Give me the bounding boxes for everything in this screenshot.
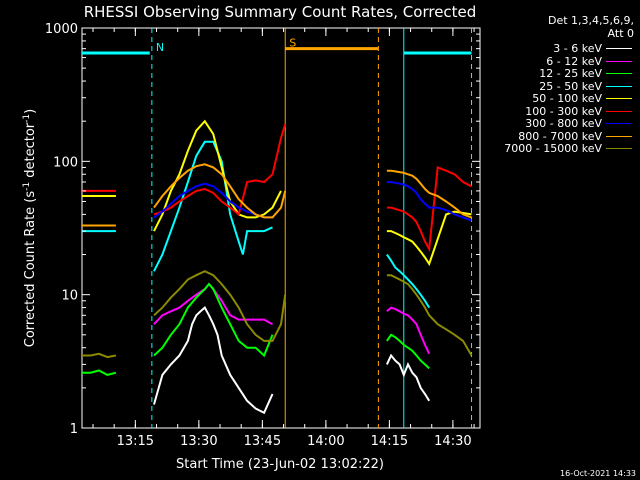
annotation-label-0: N bbox=[156, 41, 164, 54]
y-tick-label-2: 100 bbox=[53, 155, 78, 170]
detectors-label: Det 1,3,4,5,6,9, bbox=[547, 14, 634, 27]
x-tick-label-4: 14:15 bbox=[371, 434, 408, 449]
y-axis-label-end: ) bbox=[23, 109, 38, 114]
series-8-segment-1 bbox=[153, 270, 287, 342]
legend-swatch-0 bbox=[606, 48, 632, 49]
y-tick-label-3: 1000 bbox=[45, 22, 78, 37]
legend-entry-1: 6 - 12 keV bbox=[480, 54, 636, 68]
legend-entry-0: 3 - 6 keV bbox=[480, 42, 636, 55]
y-axis-label: Corrected Count Rate (s-1 detector-1) bbox=[22, 109, 38, 347]
legend-entry-2: 12 - 25 keV bbox=[480, 67, 636, 80]
legend-label-3: 25 - 50 keV bbox=[539, 79, 602, 93]
legend-swatch-3 bbox=[606, 85, 632, 87]
series-1-segment-1 bbox=[386, 306, 431, 355]
series-5-segment-1 bbox=[153, 123, 287, 217]
series-2-segment-1 bbox=[153, 282, 274, 358]
legend-entry-8: 7000 - 15000 keV bbox=[480, 142, 636, 155]
y-axis: 1 10 100 1000 bbox=[45, 22, 480, 437]
series-0-segment-0 bbox=[153, 306, 274, 415]
x-tick-label-0: 13:15 bbox=[117, 434, 154, 449]
attenuator-label: Att 0 bbox=[607, 27, 634, 40]
legend-label-4: 50 - 100 keV bbox=[532, 92, 602, 105]
series-3-segment-2 bbox=[386, 253, 431, 309]
series-lines bbox=[82, 119, 473, 415]
x-tick-label-5: 14:30 bbox=[434, 434, 471, 449]
series-6-segment-0 bbox=[153, 182, 273, 219]
legend-swatch-1 bbox=[606, 60, 632, 62]
series-0-segment-1 bbox=[385, 353, 431, 402]
legend-entry-3: 25 - 50 keV bbox=[480, 79, 636, 93]
legend-entry-4: 50 - 100 keV bbox=[480, 92, 636, 105]
legend-label-7: 800 - 7000 keV bbox=[518, 129, 602, 143]
legend-swatch-2 bbox=[606, 73, 632, 74]
timestamp: 16-Oct-2021 14:33 bbox=[560, 469, 636, 478]
y-tick-label-1: 10 bbox=[61, 289, 78, 304]
y-axis-label-exp2: -1 bbox=[22, 114, 32, 123]
legend-label-1: 6 - 12 keV bbox=[546, 54, 602, 68]
legend-swatch-4 bbox=[606, 98, 632, 99]
series-2-segment-0 bbox=[82, 369, 117, 376]
legend-entry-5: 100 - 300 keV bbox=[480, 104, 636, 118]
series-7-segment-2 bbox=[386, 169, 472, 219]
x-tick-label-3: 14:00 bbox=[307, 434, 344, 449]
series-6-segment-1 bbox=[386, 181, 472, 222]
legend-label-5: 100 - 300 keV bbox=[525, 104, 602, 118]
legend-label-6: 300 - 800 keV bbox=[525, 117, 602, 130]
y-axis-label-main: Corrected Count Rate (s bbox=[23, 191, 38, 348]
legend-entry-6: 300 - 800 keV bbox=[480, 117, 636, 130]
series-8-segment-2 bbox=[386, 274, 473, 356]
series-4-segment-2 bbox=[386, 210, 472, 267]
legend-label-8: 7000 - 15000 keV bbox=[504, 142, 602, 155]
y-axis-label-exp1: -1 bbox=[22, 182, 32, 191]
legend: 3 - 6 keV 6 - 12 keV 12 - 25 keV 25 - 50 ke… bbox=[480, 12, 640, 192]
legend-swatch-7 bbox=[606, 135, 632, 137]
x-tick-label-2: 13:45 bbox=[244, 434, 281, 449]
legend-entry-7: 800 - 7000 keV bbox=[480, 129, 636, 143]
chart-title: RHESSI Observing Summary Count Rates, Co… bbox=[84, 3, 477, 21]
plot-frame bbox=[81, 27, 481, 429]
legend-swatch-8 bbox=[606, 148, 632, 149]
legend-label-2: 12 - 25 keV bbox=[539, 67, 602, 80]
y-axis-label-mid: detector bbox=[23, 122, 38, 182]
x-axis: 13:15 13:30 13:45 14:00 14:15 14:30 bbox=[92, 28, 475, 449]
x-axis-label: Start Time (23-Jun-02 13:02:22) bbox=[176, 457, 384, 472]
series-7-segment-1 bbox=[153, 163, 287, 219]
series-2-segment-2 bbox=[386, 333, 430, 370]
annotation-label-1: S bbox=[289, 37, 296, 50]
x-tick-label-1: 13:30 bbox=[180, 434, 217, 449]
y-tick-label-0: 1 bbox=[70, 422, 78, 437]
legend-swatch-5 bbox=[606, 110, 632, 112]
series-5-segment-2 bbox=[386, 165, 472, 253]
legend-swatch-6 bbox=[606, 123, 632, 124]
series-8-segment-0 bbox=[82, 352, 117, 359]
series-4-segment-1 bbox=[153, 119, 282, 232]
vertical-markers bbox=[151, 28, 473, 428]
legend-label-0: 3 - 6 keV bbox=[553, 42, 602, 55]
